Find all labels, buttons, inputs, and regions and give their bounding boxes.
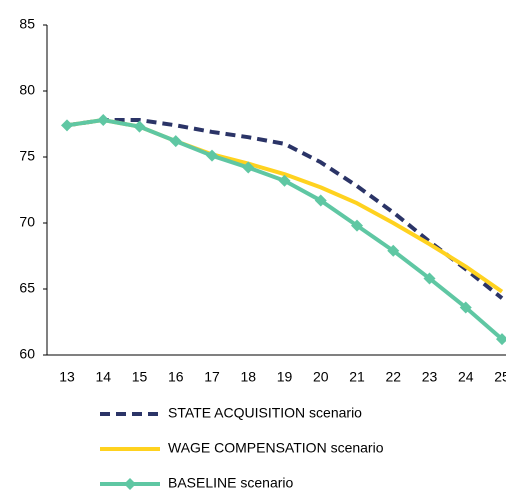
- marker: [242, 161, 255, 174]
- legend-label: STATE ACQUISITION scenario: [168, 405, 362, 421]
- x-tick-label: 17: [204, 369, 220, 385]
- x-tick-label: 13: [59, 369, 75, 385]
- series-line: [66, 118, 504, 341]
- legend-label: BASELINE scenario: [168, 475, 293, 490]
- y-tick-label: 75: [19, 148, 35, 164]
- x-tick-label: 16: [168, 369, 184, 385]
- series-line: [66, 118, 504, 294]
- marker: [459, 301, 472, 314]
- marker: [169, 135, 182, 148]
- legend-label: WAGE COMPENSATION scenario: [168, 440, 384, 456]
- marker: [206, 149, 218, 162]
- marker: [387, 244, 400, 257]
- y-tick-label: 80: [19, 82, 35, 98]
- x-tick-label: 22: [385, 369, 401, 385]
- x-tick-label: 24: [458, 369, 474, 385]
- x-tick-label: 25: [494, 369, 506, 385]
- series-line: [66, 118, 504, 300]
- y-tick-label: 65: [19, 280, 35, 296]
- marker: [278, 174, 291, 187]
- marker: [496, 333, 506, 346]
- legend-marker: [124, 478, 136, 490]
- x-tick-label: 19: [277, 369, 293, 385]
- y-tick-label: 60: [19, 346, 35, 362]
- marker: [133, 120, 146, 133]
- y-tick-label: 70: [19, 214, 35, 230]
- x-tick-label: 20: [313, 369, 329, 385]
- x-tick-label: 23: [422, 369, 438, 385]
- marker: [423, 272, 436, 285]
- x-tick-label: 14: [95, 369, 111, 385]
- marker: [97, 114, 110, 127]
- x-tick-label: 15: [132, 369, 148, 385]
- x-tick-label: 21: [349, 369, 365, 385]
- y-tick-label: 85: [19, 16, 35, 32]
- marker: [61, 119, 73, 132]
- marker: [351, 219, 363, 232]
- x-tick-label: 18: [240, 369, 256, 385]
- marker: [314, 194, 327, 207]
